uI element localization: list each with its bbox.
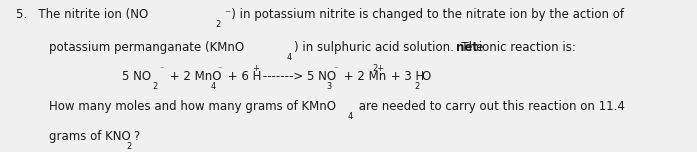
Text: ⁻: ⁻ <box>217 64 222 73</box>
Text: 3: 3 <box>326 82 332 91</box>
Text: ⁻: ⁻ <box>333 64 337 73</box>
Text: 2+: 2+ <box>373 64 385 73</box>
Text: potassium permanganate (KMnO: potassium permanganate (KMnO <box>49 41 245 54</box>
Text: 5 NO: 5 NO <box>123 70 151 83</box>
Text: 4: 4 <box>211 82 216 91</box>
Text: + 2 MnO: + 2 MnO <box>167 70 222 83</box>
Text: ionic reaction is:: ionic reaction is: <box>475 41 576 54</box>
Text: 4: 4 <box>348 112 353 121</box>
Text: ) in sulphuric acid solution.  The: ) in sulphuric acid solution. The <box>294 41 487 54</box>
Text: ⁻: ⁻ <box>160 64 164 73</box>
Text: 5.   The nitrite ion (NO: 5. The nitrite ion (NO <box>16 8 148 21</box>
Text: + 2 Mn: + 2 Mn <box>339 70 386 83</box>
Text: ?: ? <box>133 130 139 143</box>
Text: + 6 H: + 6 H <box>224 70 261 83</box>
Text: 2: 2 <box>153 82 158 91</box>
Text: ⁻) in potassium nitrite is changed to the nitrate ion by the action of: ⁻) in potassium nitrite is changed to th… <box>225 8 625 21</box>
Text: 4: 4 <box>286 53 291 62</box>
Text: 2: 2 <box>126 142 132 151</box>
Text: O: O <box>421 70 431 83</box>
Text: net: net <box>456 41 477 54</box>
Text: grams of KNO: grams of KNO <box>49 130 131 143</box>
Text: 2: 2 <box>215 20 220 29</box>
Text: 2: 2 <box>414 82 420 91</box>
Text: -------> 5 NO: -------> 5 NO <box>259 70 336 83</box>
Text: + 3 H: + 3 H <box>387 70 424 83</box>
Text: How many moles and how many grams of KMnO: How many moles and how many grams of KMn… <box>49 100 337 113</box>
Text: +: + <box>252 64 259 73</box>
Text: are needed to carry out this reaction on 11.4: are needed to carry out this reaction on… <box>355 100 625 113</box>
